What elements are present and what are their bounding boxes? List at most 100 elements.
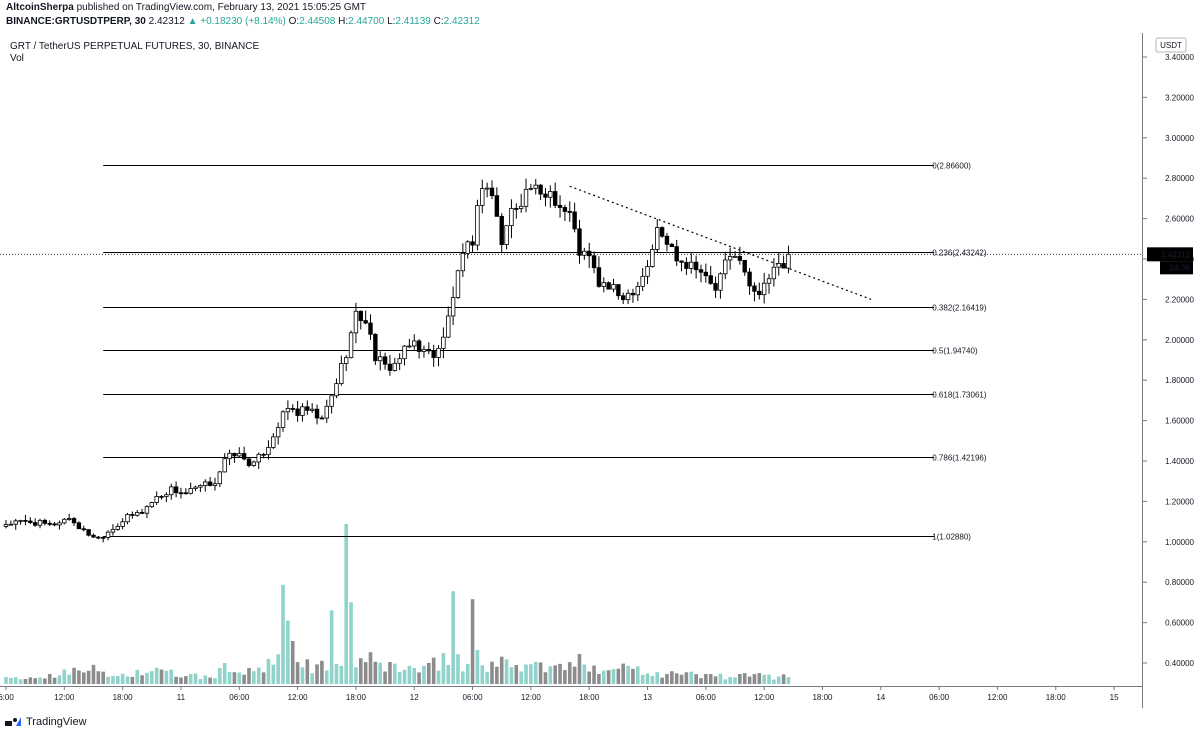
volume-bar bbox=[772, 679, 776, 684]
candle-down bbox=[757, 290, 762, 296]
volume-bar bbox=[480, 665, 485, 684]
candle-up bbox=[251, 461, 257, 466]
candle-down bbox=[71, 518, 77, 524]
price-tick-label: 1.60000 bbox=[1165, 417, 1194, 426]
volume-bar bbox=[495, 666, 499, 684]
volume-bar bbox=[150, 671, 154, 684]
candle-up bbox=[285, 408, 291, 413]
descending-trendline[interactable] bbox=[569, 185, 872, 300]
volume-bar bbox=[436, 670, 441, 684]
candle-up bbox=[164, 494, 169, 497]
fib-level-label: 0.382(2.16419) bbox=[932, 304, 987, 313]
price-chart[interactable]: 3.400003.200003.000002.800002.600002.400… bbox=[0, 33, 1200, 708]
time-tick-label: 18:00 bbox=[579, 693, 600, 702]
publish-line: AltcoinSherpa published on TradingView.c… bbox=[6, 2, 366, 14]
volume-bar bbox=[28, 677, 33, 684]
volume-bar bbox=[222, 663, 227, 684]
candle-up bbox=[227, 452, 232, 460]
candle-up bbox=[548, 191, 553, 198]
time-tick-label: 11 bbox=[177, 693, 186, 702]
volume-bar bbox=[145, 672, 149, 684]
candle-up bbox=[397, 358, 402, 364]
candle-up bbox=[761, 282, 767, 296]
price-tick-label: 0.60000 bbox=[1165, 619, 1194, 628]
candle-up bbox=[13, 520, 18, 525]
candle-down bbox=[606, 282, 611, 290]
fib-level-label: 1(1.02880) bbox=[932, 533, 971, 542]
volume-bar bbox=[227, 671, 232, 684]
candle-up bbox=[771, 266, 777, 280]
volume-bar bbox=[747, 676, 752, 684]
volume-bar bbox=[57, 675, 62, 684]
volume-bar bbox=[718, 673, 723, 684]
time-tick-label: 12:00 bbox=[288, 693, 309, 702]
volume-bar bbox=[363, 662, 368, 684]
fib-level-label: 0.5(1.94740) bbox=[932, 347, 978, 356]
volume-bar bbox=[650, 675, 655, 684]
candle-up bbox=[188, 488, 193, 494]
time-tick-label: 06:00 bbox=[696, 693, 717, 702]
fib-level-label: 0.236(2.43242) bbox=[932, 249, 987, 258]
candle-up bbox=[217, 471, 223, 485]
candle-down bbox=[290, 408, 295, 410]
volume-bar bbox=[670, 671, 674, 684]
volume-bar bbox=[203, 675, 208, 684]
chart-area[interactable]: 3.400003.200003.000002.800002.600002.400… bbox=[0, 33, 1200, 708]
candle-up bbox=[169, 486, 174, 496]
low-label: L: bbox=[387, 16, 396, 27]
candle-up bbox=[115, 526, 120, 530]
volume-bar bbox=[470, 599, 475, 684]
volume-bar bbox=[499, 656, 504, 684]
volume-bar bbox=[611, 669, 616, 684]
time-tick-label: 12:00 bbox=[54, 693, 75, 702]
volume-bar bbox=[286, 620, 290, 684]
volume-bar bbox=[606, 670, 611, 684]
candle-up bbox=[436, 347, 441, 358]
legend-title: GRT / TetherUS PERPETUAL FUTURES, 30, BI… bbox=[10, 41, 260, 52]
candle-down bbox=[358, 310, 363, 321]
volume-bar bbox=[752, 674, 757, 684]
volume-bar bbox=[558, 663, 562, 684]
candle-down bbox=[319, 417, 325, 420]
candle-down bbox=[489, 187, 495, 197]
candle-down bbox=[587, 250, 592, 257]
volume-bar bbox=[601, 670, 606, 684]
price-tick-label: 2.80000 bbox=[1165, 174, 1194, 183]
candle-down bbox=[76, 522, 82, 530]
volume-bar bbox=[320, 660, 324, 684]
candle-up bbox=[110, 528, 116, 533]
publish-header: AltcoinSherpa published on TradingView.c… bbox=[0, 0, 1200, 30]
tradingview-footer[interactable]: TradingView bbox=[4, 713, 87, 731]
candle-down bbox=[246, 458, 252, 466]
volume-bar bbox=[543, 672, 548, 684]
volume-bar bbox=[193, 673, 198, 684]
candle-down bbox=[28, 520, 33, 523]
candle-down bbox=[130, 514, 135, 516]
volume-bar bbox=[23, 678, 28, 684]
volume-bar bbox=[592, 665, 596, 684]
candle-down bbox=[514, 208, 519, 210]
volume-bar bbox=[33, 678, 37, 684]
candle-down bbox=[567, 211, 572, 213]
time-tick-label: 12:00 bbox=[754, 693, 775, 702]
candle-down bbox=[368, 322, 373, 335]
candle-down bbox=[669, 243, 675, 248]
volume-bar bbox=[781, 674, 786, 684]
currency-badge[interactable] bbox=[1155, 37, 1187, 53]
candle-up bbox=[144, 506, 150, 514]
candle-up bbox=[460, 252, 466, 272]
volume-bar bbox=[383, 671, 387, 684]
plot-background bbox=[0, 33, 1142, 686]
author-name[interactable]: AltcoinSherpa bbox=[6, 2, 74, 13]
candle-up bbox=[718, 273, 723, 291]
volume-bar bbox=[582, 664, 587, 684]
volume-bar bbox=[290, 641, 295, 684]
candle-up bbox=[135, 512, 140, 516]
candle-down bbox=[664, 235, 670, 245]
volume-bar bbox=[188, 674, 193, 684]
candle-up bbox=[203, 481, 208, 486]
candle-down bbox=[698, 269, 704, 273]
volume-bar bbox=[533, 661, 538, 684]
candle-up bbox=[62, 518, 67, 524]
candle-down bbox=[101, 536, 106, 539]
